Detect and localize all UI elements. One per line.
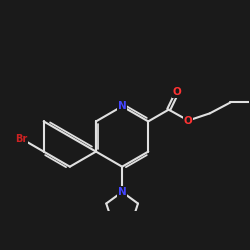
Text: N: N xyxy=(118,101,126,111)
Text: O: O xyxy=(173,87,182,97)
Text: N: N xyxy=(118,187,126,197)
Text: Br: Br xyxy=(15,134,28,144)
Text: O: O xyxy=(184,116,192,126)
